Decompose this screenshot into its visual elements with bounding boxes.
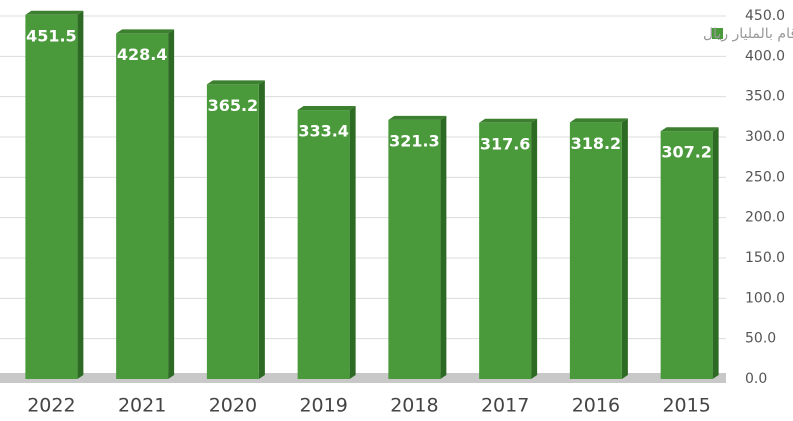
bar-top: [25, 10, 84, 15]
y-tick-label: 0.0: [745, 371, 767, 387]
bar: [388, 119, 441, 380]
bar: [569, 122, 622, 379]
x-tick-label: 2018: [390, 395, 438, 417]
value-label: 317.6: [480, 134, 531, 153]
x-tick-label: 2021: [118, 395, 166, 417]
bar-top: [660, 127, 719, 132]
floor: [0, 373, 726, 383]
legend-label: الأرقام بالمليار ريال: [703, 24, 793, 42]
bar: [660, 131, 713, 379]
bar-top: [297, 106, 356, 111]
y-tick-label: 100.0: [745, 290, 785, 306]
legend-swatch: [712, 28, 723, 39]
bar-top: [569, 118, 628, 123]
y-tick-label: 200.0: [745, 210, 785, 226]
x-tick-label: 2022: [27, 395, 75, 417]
bar-side: [258, 80, 265, 379]
value-label: 365.2: [208, 96, 259, 115]
x-tick-label: 2015: [662, 395, 710, 417]
value-label: 321.3: [389, 131, 440, 150]
bar-top: [116, 29, 175, 34]
bar: [25, 14, 78, 379]
y-tick-label: 250.0: [745, 169, 785, 185]
value-label: 428.4: [117, 45, 168, 64]
bar-top: [388, 115, 447, 120]
y-tick-label: 150.0: [745, 250, 785, 266]
bar-top: [479, 118, 538, 123]
x-tick-label: 2020: [209, 395, 257, 417]
value-label: 307.2: [661, 143, 712, 162]
bar-side: [77, 10, 84, 379]
bar-top: [206, 80, 265, 85]
x-tick-label: 2017: [481, 395, 529, 417]
y-tick-label: 350.0: [745, 89, 785, 105]
bar-side: [621, 118, 628, 379]
x-tick-label: 2016: [572, 395, 620, 417]
value-label: 318.2: [571, 134, 622, 153]
bar: [116, 33, 169, 379]
bar-side: [440, 115, 447, 380]
bar-side: [712, 127, 719, 379]
bar: [297, 110, 350, 379]
y-tick-label: 400.0: [745, 48, 785, 64]
value-label: 333.4: [298, 122, 349, 141]
bar: [206, 84, 259, 379]
y-tick-label: 50.0: [745, 331, 776, 347]
bar: [479, 122, 532, 379]
y-tick-label: 300.0: [745, 129, 785, 145]
y-tick-label: 450.0: [745, 8, 785, 24]
bar-side: [349, 106, 356, 379]
value-label: 451.5: [26, 26, 77, 45]
x-tick-label: 2019: [299, 395, 347, 417]
bar-side: [168, 29, 175, 379]
bar-side: [531, 118, 538, 379]
